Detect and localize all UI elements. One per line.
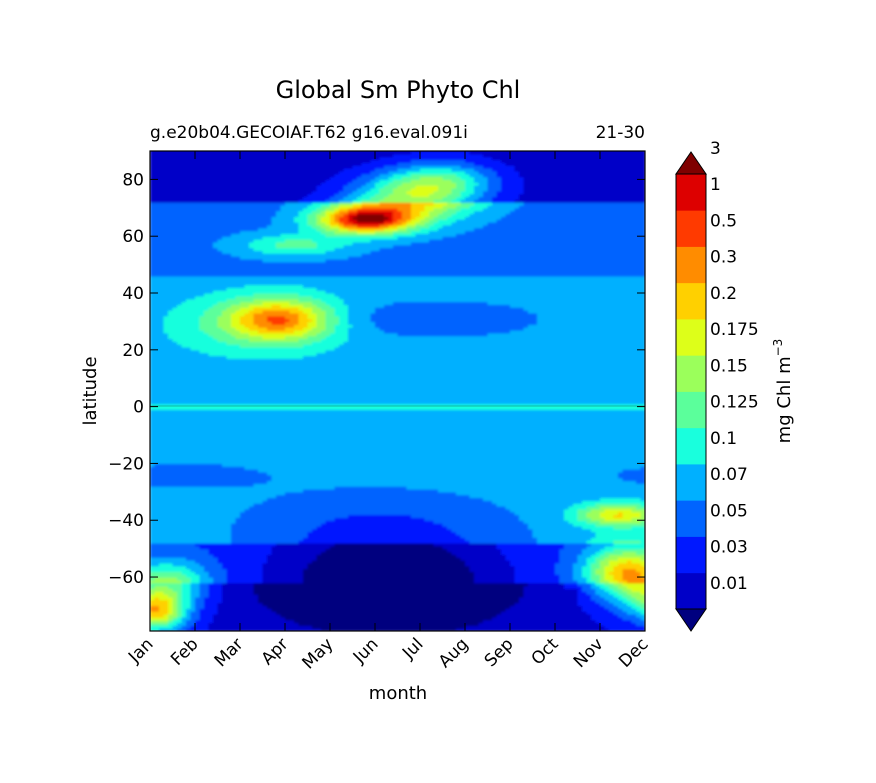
x-tick-label: Dec [615,634,652,671]
plot-frame [149,150,646,632]
x-tick-label: Aug [435,634,473,672]
colorbar-swatch [676,427,706,465]
x-tick-label: Mar [211,634,248,671]
x-tick-label: May [299,634,338,673]
chart-title: Global Sm Phyto Chl [276,76,521,104]
colorbar-swatch [676,464,706,501]
colorbar-tick-label: 0.3 [710,248,737,268]
x-tick-label: Jun [349,634,383,668]
y-tick-label: 60 [122,227,144,247]
colorbar-label-text: mg Chl m [774,356,795,443]
y-tick-label: 80 [122,170,144,190]
x-tick-label: Jul [398,634,427,663]
colorbar-tick-label: 0.2 [710,284,737,304]
chart-subtitle-right: 21-30 [596,123,645,143]
colorbar-extend-high [675,151,707,175]
y-axis: 80 60 40 20 0 −20 −40 −60 [108,170,645,588]
colorbar-label: mg Chl m−3 [771,339,795,444]
x-axis-label: month [369,683,427,704]
x-tick-label: Sep [481,634,518,671]
contour-field [150,151,645,631]
y-axis-label: latitude [80,356,101,425]
y-tick-label: −40 [108,511,144,531]
colorbar-swatch [676,391,706,429]
colorbar-tick-label: 1 [710,175,721,195]
colorbar-tick-label: 0.175 [710,320,759,340]
colorbar-extend-low [675,608,707,632]
colorbar-swatch [676,355,706,392]
colorbar-swatch [676,572,706,610]
colorbar-tick-label: 0.1 [710,429,737,449]
x-tick-label: Apr [258,634,293,669]
colorbar-tick-label: 0.125 [710,393,759,413]
y-tick-label: 0 [133,398,144,418]
colorbar-swatch [676,174,706,211]
x-tick-label: Oct [528,634,563,669]
colorbar-swatch [676,319,706,356]
y-tick-label: −20 [108,454,144,474]
colorbar-swatch [676,282,706,320]
chart-subtitle-left: g.e20b04.GECOIAF.T62 g16.eval.091i [150,123,468,143]
colorbar-tick-label: 0.07 [710,465,748,485]
colorbar-swatch [676,500,706,537]
colorbar-swatch [676,536,706,574]
colorbar-tick-label: 3 [710,139,721,159]
colorbar-tick-label: 0.01 [710,574,748,594]
colorbar-swatch [676,246,706,284]
colorbar-tick-label: 0.03 [710,538,748,558]
x-tick-label: Nov [570,634,608,672]
y-tick-label: −60 [108,568,144,588]
y-tick-label: 40 [122,284,144,304]
colorbar-tick-label: 0.05 [710,501,748,521]
colorbar-tick-label: 0.5 [710,211,737,231]
x-tick-label: Feb [167,634,202,669]
colorbar-tick-label: 0.15 [710,356,748,376]
colorbar: 0.01 0.03 0.05 0.07 0.1 0.125 0.15 0.175 0.2 0.3 0… [675,139,759,632]
y-tick-label: 20 [122,341,144,361]
colorbar-swatch [676,210,706,247]
x-tick-label: Jan [124,634,157,667]
colorbar-frame [675,173,707,610]
colorbar-label-exponent: −3 [771,339,785,357]
